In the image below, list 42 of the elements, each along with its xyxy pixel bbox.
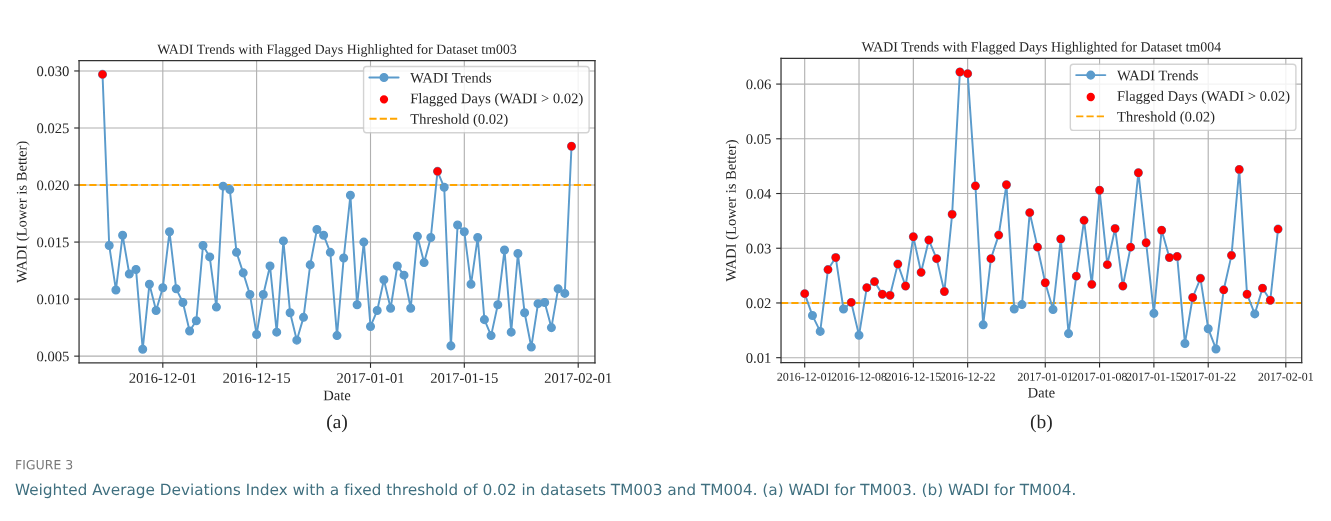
x-tick-label: 2017-01-22 <box>1180 372 1236 381</box>
text: Weighted Average Deviations Index with a fixed threshold of 0.02 in datasets TM003 and TM004. (a) WADI for TM003. (b) WADI for TM004. <box>15 483 1075 499</box>
x-tick-label: 2017-02-01 <box>1258 372 1313 381</box>
legend-label: WADI Trends <box>410 72 492 83</box>
y-tick-label: 0.04 <box>746 188 772 199</box>
chart-title: WADI Trends with Flagged Days Highlighted for Dataset tm004 <box>861 41 1221 55</box>
x-tick-label: 2016-12-15 <box>885 372 941 381</box>
legend-label: Flagged Days (WADI > 0.02) <box>1117 90 1290 104</box>
y-tick-label: 0.03 <box>746 243 771 254</box>
legend-label: Threshold (0.02) <box>410 113 508 127</box>
y-axis-title: WADI (Lower is Better) <box>725 140 739 282</box>
x-tick-label: 2016-12-01 <box>129 373 196 383</box>
text: (a) <box>327 414 347 433</box>
y-tick-label: 0.01 <box>746 353 771 363</box>
x-tick-label: 2016-12-15 <box>223 373 291 383</box>
x-axis-title: Date <box>1028 387 1055 398</box>
text: (b) <box>1030 414 1052 433</box>
x-tick-label: 2017-01-15 <box>1126 372 1182 381</box>
y-tick-label: 0.020 <box>37 180 69 191</box>
x-tick-label: 2016-12-22 <box>940 372 995 381</box>
x-tick-label: 2017-01-01 <box>1017 372 1073 381</box>
y-tick-label: 0.005 <box>37 351 69 362</box>
y-tick-label: 0.02 <box>746 298 771 309</box>
x-tick-label: 2017-01-01 <box>337 373 404 383</box>
x-tick-label: 2017-01-08 <box>1072 372 1127 381</box>
y-tick-label: 0.06 <box>746 79 771 90</box>
x-tick-label: 2017-02-01 <box>544 373 612 383</box>
y-tick-label: 0.010 <box>37 294 69 305</box>
y-tick-label: 0.025 <box>37 123 69 134</box>
x-axis-title: Date <box>323 390 351 401</box>
chart-title: WADI Trends with Flagged Days Highlighted for Dataset tm003 <box>157 43 517 57</box>
y-axis-title: WADI (Lower is Better) <box>16 141 30 283</box>
y-tick-label: 0.015 <box>37 237 69 248</box>
x-tick-label: 2016-12-08 <box>831 372 887 381</box>
legend-label: Flagged Days (WADI > 0.02) <box>410 93 583 107</box>
y-tick-label: 0.05 <box>746 134 771 145</box>
x-tick-label: 2016-12-01 <box>777 372 832 381</box>
caption: FIGURE 3 <box>16 459 73 470</box>
legend-label: WADI Trends <box>1117 70 1198 81</box>
legend-label: Threshold (0.02) <box>1117 111 1215 125</box>
x-tick-label: 2017-01-15 <box>430 373 498 383</box>
y-tick-label: 0.030 <box>37 66 69 77</box>
